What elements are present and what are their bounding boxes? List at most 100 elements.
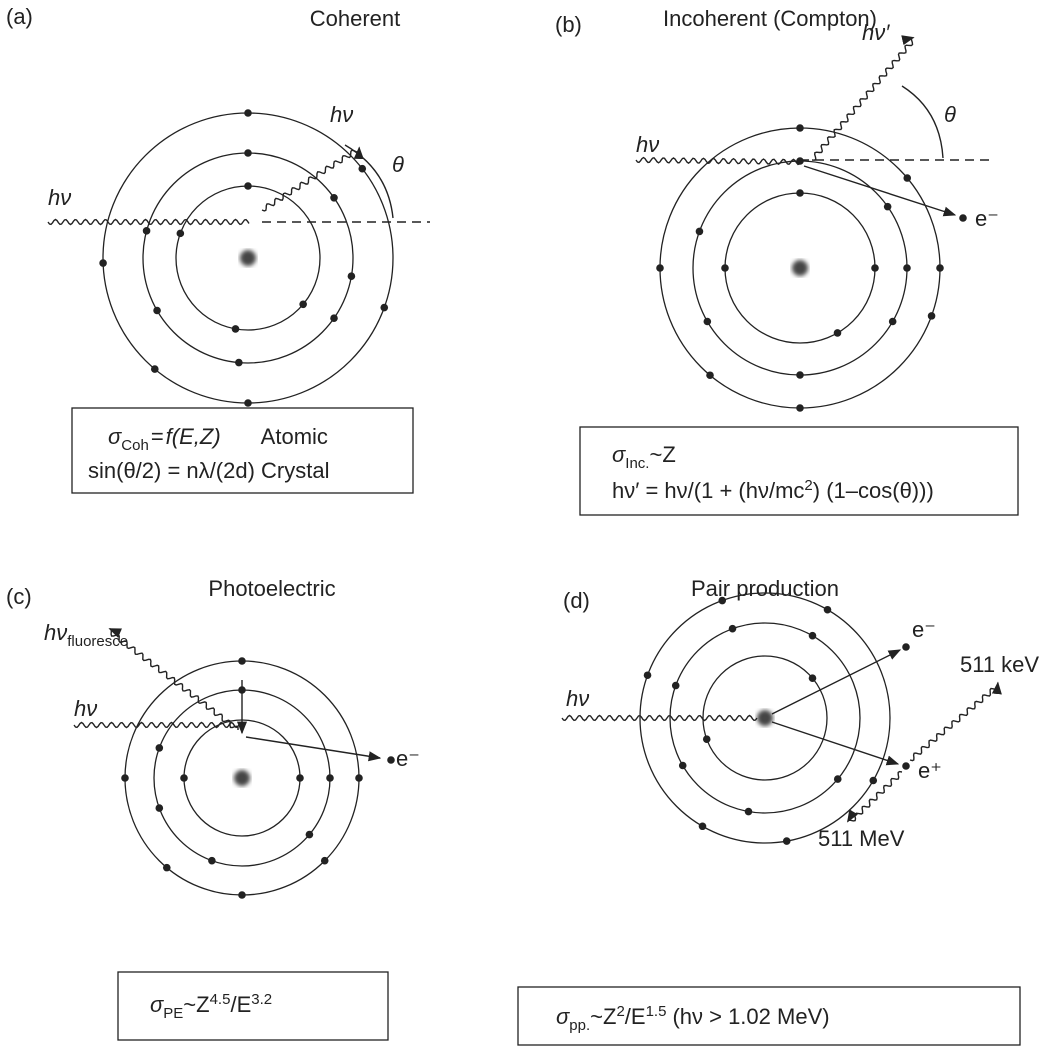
electron <box>153 307 161 315</box>
electron <box>244 109 252 117</box>
photon <box>910 683 998 761</box>
text-part: σ <box>150 992 164 1017</box>
text-part: (hν > 1.02 MeV) <box>672 1004 829 1029</box>
photon-label: hν <box>636 132 659 157</box>
electron <box>232 325 240 333</box>
photon <box>48 220 249 225</box>
text-part: σ <box>556 1004 570 1029</box>
text-part: ~Z <box>590 1004 616 1029</box>
electron <box>238 891 246 899</box>
panel-label: (d) <box>563 588 590 613</box>
electron <box>244 149 252 157</box>
photon <box>812 38 913 161</box>
electron <box>889 318 897 326</box>
text-part: Coh <box>121 437 149 454</box>
photon-label: hνfluoresce <box>44 620 128 650</box>
electron <box>704 318 712 326</box>
angle-label: θ <box>944 102 956 127</box>
electron <box>884 203 892 211</box>
electron <box>296 774 304 782</box>
electron-track <box>804 166 955 215</box>
text-part: 1.5 <box>646 1003 667 1020</box>
text-part: ) (1–cos(θ))) <box>813 478 934 503</box>
photon-label: hν <box>48 185 71 210</box>
diagram: (a) Coherent hν hν θ σCoh=f(E,Z)Atomic s… <box>0 0 1060 1052</box>
nucleus <box>757 710 773 726</box>
text-part: = <box>151 424 164 449</box>
text-part: hν′ = hν/(1 + (hν/mc <box>612 478 804 503</box>
electron <box>358 165 366 173</box>
nucleus <box>240 250 256 266</box>
text-part: /E <box>625 1004 646 1029</box>
electron-label: e⁻ <box>396 746 420 771</box>
text-part: 2 <box>804 477 812 494</box>
electron <box>796 404 804 412</box>
electron <box>902 643 910 651</box>
text-part: ~Z <box>183 992 209 1017</box>
electron <box>180 774 188 782</box>
text-part: pp. <box>569 1017 590 1034</box>
panel-title: Incoherent (Compton) <box>663 6 877 31</box>
photon-label: hν <box>566 686 589 711</box>
text-part: σ <box>108 424 122 449</box>
panel-title: Coherent <box>310 6 401 31</box>
text-part: hν <box>44 620 67 645</box>
electron <box>306 831 314 839</box>
electron <box>903 174 911 182</box>
electron <box>928 312 936 320</box>
electron <box>809 632 817 640</box>
text-part: fluoresce <box>67 633 128 650</box>
nucleus <box>234 770 250 786</box>
electron <box>326 774 334 782</box>
electron <box>644 671 652 679</box>
electron <box>745 808 753 816</box>
electron <box>903 264 911 272</box>
electron <box>387 756 395 764</box>
angle-arc <box>902 86 943 158</box>
angle-arc <box>345 145 393 218</box>
panel-label: (c) <box>6 584 32 609</box>
formula: hν′ = hν/(1 + (hν/mc2) (1–cos(θ))) <box>612 477 934 503</box>
electron <box>936 264 944 272</box>
text-part: σ <box>612 442 626 467</box>
nucleus <box>792 260 808 276</box>
text-part: 4.5 <box>210 991 231 1008</box>
electron <box>721 264 729 272</box>
electron <box>809 674 817 682</box>
text-part: Inc. <box>625 455 649 472</box>
electron <box>156 744 164 752</box>
text-part: 2 <box>616 1003 624 1020</box>
annihilation-label: 511 MeV <box>818 826 905 851</box>
electron <box>834 329 842 337</box>
electron <box>869 777 877 785</box>
electron <box>729 625 737 633</box>
electron <box>824 606 832 614</box>
annihilation-label: 511 keV <box>960 652 1039 677</box>
electron <box>696 228 704 236</box>
electron <box>299 300 307 308</box>
electron <box>151 365 159 373</box>
photon-label: hν′ <box>862 20 890 45</box>
electron <box>321 857 329 865</box>
electron <box>699 822 707 830</box>
electron <box>163 864 171 872</box>
electron <box>208 857 216 865</box>
photon-label: hν <box>74 696 97 721</box>
text-part: PE <box>163 1005 183 1022</box>
panel-label: (b) <box>555 12 582 37</box>
electron <box>121 774 129 782</box>
angle-label: θ <box>392 152 404 177</box>
electron <box>380 304 388 312</box>
electron <box>235 359 243 367</box>
electron-label: e⁻ <box>975 206 999 231</box>
electron-track <box>772 650 900 714</box>
positron-label: e⁺ <box>918 758 942 783</box>
electron <box>656 264 664 272</box>
electron <box>796 124 804 132</box>
text-part: ~Z <box>649 442 675 467</box>
electron <box>156 804 164 812</box>
text-part: /E <box>230 992 251 1017</box>
photon <box>110 629 238 730</box>
photon <box>562 716 757 721</box>
electron <box>834 775 842 783</box>
